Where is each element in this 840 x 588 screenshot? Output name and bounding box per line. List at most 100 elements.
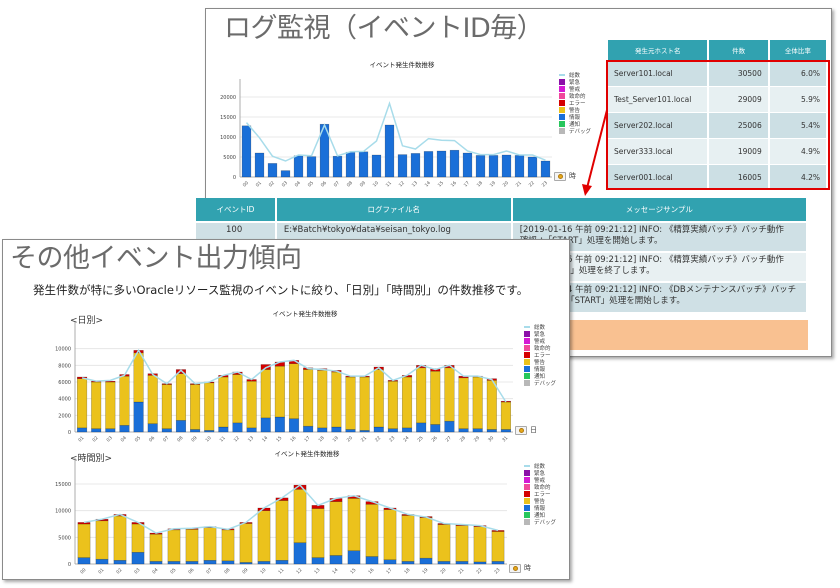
legend-item[interactable]: 警告 xyxy=(559,106,591,114)
bar-segment[interactable] xyxy=(462,152,473,178)
bar-segment[interactable] xyxy=(329,501,343,556)
bar-segment[interactable] xyxy=(401,561,415,565)
bar-segment[interactable] xyxy=(218,376,229,428)
bar-segment[interactable] xyxy=(458,428,469,433)
chart-zoom-button[interactable]: 日 xyxy=(515,425,537,435)
legend-item[interactable]: 総数 xyxy=(559,71,591,79)
table-row[interactable]: Test_Server101.local 29009 5.9% xyxy=(608,85,829,112)
bar-segment[interactable] xyxy=(359,376,370,431)
legend-item[interactable]: 総数 xyxy=(524,323,556,331)
bar-segment[interactable] xyxy=(387,380,398,429)
bar-segment[interactable] xyxy=(423,151,434,178)
bar-segment[interactable] xyxy=(77,378,88,429)
bar-segment[interactable] xyxy=(113,515,127,561)
bar-segment[interactable] xyxy=(437,561,451,565)
bar-segment[interactable] xyxy=(303,425,314,433)
bar-segment[interactable] xyxy=(77,523,91,558)
bar-segment[interactable] xyxy=(119,375,130,426)
bar-segment[interactable] xyxy=(241,125,252,178)
column-header-event-id[interactable]: イベントID xyxy=(196,198,277,222)
bar-segment[interactable] xyxy=(257,510,271,562)
bar-segment[interactable] xyxy=(475,155,486,178)
bar-segment[interactable] xyxy=(149,533,163,562)
bar-segment[interactable] xyxy=(365,556,379,565)
bar-segment[interactable] xyxy=(331,371,342,428)
bar-segment[interactable] xyxy=(77,427,88,433)
bar-segment[interactable] xyxy=(488,155,499,178)
bar-segment[interactable] xyxy=(288,418,300,433)
bar-segment[interactable] xyxy=(254,152,265,178)
bar-segment[interactable] xyxy=(486,380,497,430)
bar-segment[interactable] xyxy=(332,155,343,178)
bar-segment[interactable] xyxy=(331,426,342,433)
bar-segment[interactable] xyxy=(260,369,271,419)
column-header-message[interactable]: メッセージサンプル xyxy=(511,198,809,222)
legend-item[interactable]: 致命的 xyxy=(524,483,556,491)
bar-segment[interactable] xyxy=(147,423,158,433)
bar-segment[interactable] xyxy=(491,531,505,562)
bar-segment[interactable] xyxy=(347,498,361,551)
legend-item[interactable]: 緊急 xyxy=(524,330,556,338)
bar-segment[interactable] xyxy=(293,542,307,565)
legend-item[interactable]: デバッグ xyxy=(559,127,591,135)
legend-item[interactable]: エラー xyxy=(524,490,556,498)
bar-segment[interactable] xyxy=(257,561,271,565)
bar-segment[interactable] xyxy=(203,560,217,565)
bar-segment[interactable] xyxy=(190,384,201,430)
bar-segment[interactable] xyxy=(329,555,343,565)
table-row[interactable]: Server001.local 16005 4.2% xyxy=(608,163,829,190)
bar-segment[interactable] xyxy=(437,524,451,562)
bar-segment[interactable] xyxy=(246,427,257,433)
column-header-host[interactable]: 発生元ホスト名 xyxy=(608,40,710,60)
bar-segment[interactable] xyxy=(147,375,158,424)
bar-segment[interactable] xyxy=(358,151,369,178)
bar-segment[interactable] xyxy=(77,522,91,525)
legend-item[interactable]: 警告 xyxy=(524,358,556,366)
bar-segment[interactable] xyxy=(306,156,317,178)
bar-segment[interactable] xyxy=(387,428,398,433)
bar-segment[interactable] xyxy=(491,530,505,532)
legend-item[interactable]: 通知 xyxy=(524,372,556,380)
chart-zoom-button[interactable]: 時 xyxy=(554,171,576,181)
bar-segment[interactable] xyxy=(105,380,116,383)
bar-segment[interactable] xyxy=(345,429,356,433)
bar-segment[interactable] xyxy=(218,426,229,433)
bar-segment[interactable] xyxy=(473,561,487,565)
bar-segment[interactable] xyxy=(455,525,469,562)
bar-segment[interactable] xyxy=(239,523,253,563)
bar-segment[interactable] xyxy=(105,381,116,429)
bar-segment[interactable] xyxy=(274,416,285,433)
bar-segment[interactable] xyxy=(501,154,512,178)
bar-segment[interactable] xyxy=(373,369,384,428)
bar-segment[interactable] xyxy=(246,380,257,429)
bar-segment[interactable] xyxy=(91,381,102,429)
bar-segment[interactable] xyxy=(384,124,395,178)
bar-segment[interactable] xyxy=(430,370,441,425)
bar-segment[interactable] xyxy=(175,373,187,421)
bar-segment[interactable] xyxy=(185,561,199,565)
legend-item[interactable]: 通知 xyxy=(559,120,591,128)
bar-segment[interactable] xyxy=(401,376,413,429)
bar-segment[interactable] xyxy=(113,560,127,565)
bar-segment[interactable] xyxy=(455,561,469,565)
bar-segment[interactable] xyxy=(293,489,307,543)
bar-segment[interactable] xyxy=(260,364,271,370)
bar-segment[interactable] xyxy=(359,430,370,433)
bar-segment[interactable] xyxy=(260,417,271,433)
bar-segment[interactable] xyxy=(500,429,511,433)
bar-segment[interactable] xyxy=(444,420,455,433)
bar-segment[interactable] xyxy=(204,430,215,433)
bar-segment[interactable] xyxy=(436,150,447,178)
column-header-log-file[interactable]: ログファイル名 xyxy=(275,198,513,222)
bar-segment[interactable] xyxy=(383,559,397,565)
bar-segment[interactable] xyxy=(397,154,408,178)
bar-segment[interactable] xyxy=(345,151,356,178)
legend-item[interactable]: 総数 xyxy=(524,462,556,470)
bar-segment[interactable] xyxy=(486,429,497,433)
bar-segment[interactable] xyxy=(416,367,427,424)
bar-segment[interactable] xyxy=(401,515,415,562)
bar-segment[interactable] xyxy=(131,552,145,565)
bar-segment[interactable] xyxy=(472,428,483,433)
bar-segment[interactable] xyxy=(347,550,361,565)
bar-segment[interactable] xyxy=(203,527,217,561)
